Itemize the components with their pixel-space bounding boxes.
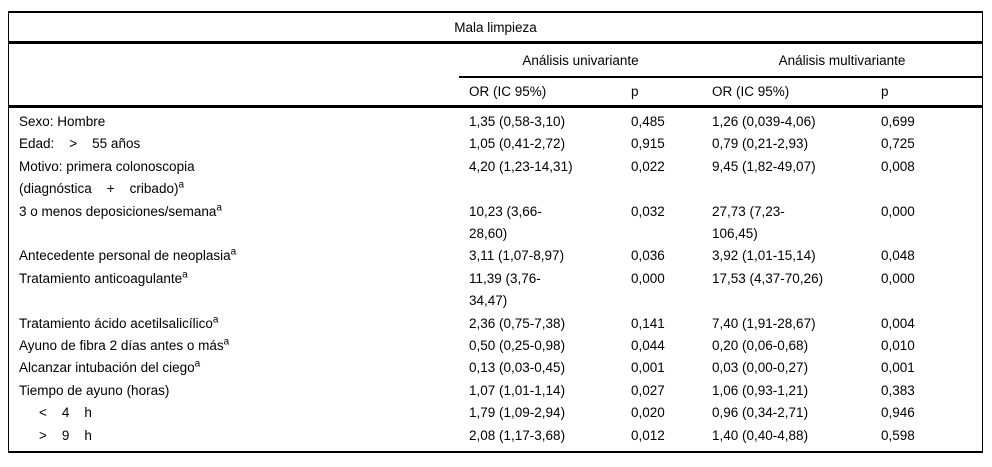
- p-multivariante-cell: 0,725: [881, 136, 915, 152]
- row-label: Tiempo de ayuno (horas): [19, 382, 170, 398]
- or-univariante-cell: 2,36 (0,75-7,38): [469, 315, 566, 331]
- or-multivariante-cell: 27,73 (7,23- 106,45): [712, 203, 785, 242]
- or-univariante-cell: 1,35 (0,58-3,10): [469, 114, 566, 129]
- p-multivariante-cell: 0,008: [881, 158, 915, 174]
- footnote-marker: a: [216, 202, 222, 214]
- or-univariante-cell: 2,08 (1,17-3,68): [469, 427, 566, 443]
- or-multivariante-cell: 0,03 (0,00-0,27): [712, 360, 809, 376]
- footnote-marker: a: [194, 358, 201, 370]
- or-multivariante-cell: 0,20 (0,06-0,68): [712, 338, 809, 354]
- table-row: 3 o menos deposiciones/semanaa 10,23 (3,…: [9, 201, 982, 246]
- table-row: Tratamiento ácido acetilsalicílicoa 2,36…: [9, 313, 982, 335]
- p-univariante-cell: 0,485: [631, 114, 665, 129]
- table-title: Mala limpieza: [454, 19, 537, 35]
- p-univariante-cell: 0,915: [631, 136, 665, 152]
- statistics-table: Mala limpieza Análisis univariante Análi…: [8, 11, 983, 454]
- or-multivariante-cell: 1,40 (0,40-4,88): [712, 427, 809, 443]
- row-label: Motivo: primera colonoscopia (diagnóstic…: [19, 158, 195, 197]
- or-multivariante-cell: 9,45 (1,82-49,07): [712, 158, 816, 174]
- group-header-row: Análisis univariante Análisis multivaria…: [9, 44, 982, 78]
- row-label: Ayuno de fibra 2 días antes o mása: [19, 336, 230, 354]
- p-univariante-cell: 0,000: [631, 270, 665, 286]
- or-univariante-cell: 3,11 (1,07-8,97): [469, 248, 565, 264]
- or-multivariante-cell: 17,53 (4,37-70,26): [712, 270, 824, 286]
- row-label: Tratamiento anticoagulantea: [19, 269, 188, 286]
- subheader-row: OR (IC 95%) p OR (IC 95%) p: [9, 78, 982, 108]
- col-header-or-multivariante: OR (IC 95%): [712, 84, 790, 99]
- footnote-marker: a: [230, 246, 237, 258]
- or-multivariante-cell: 3,92 (1,01-15,14): [712, 248, 816, 264]
- p-multivariante-cell: 0,598: [881, 427, 915, 443]
- p-univariante-cell: 0,027: [631, 382, 665, 398]
- col-header-p-univariante: p: [631, 84, 639, 99]
- row-label: Antecedente personal de neoplasiaa: [19, 246, 237, 264]
- row-label: > 9 h: [39, 427, 92, 443]
- table-row: Antecedente personal de neoplasiaa 3,11 …: [9, 245, 982, 267]
- p-multivariante-cell: 0,000: [881, 203, 915, 219]
- or-multivariante-cell: 0,96 (0,34-2,71): [712, 405, 809, 421]
- footnote-marker: a: [182, 269, 188, 281]
- p-multivariante-cell: 0,946: [881, 405, 915, 421]
- or-multivariante-cell: 1,26 (0,039-4,06): [712, 114, 816, 129]
- or-univariante-cell: 10,23 (3,66- 28,60): [469, 203, 542, 242]
- or-univariante-cell: 11,39 (3,76- 34,47): [469, 270, 541, 309]
- p-multivariante-cell: 0,010: [881, 338, 915, 354]
- or-univariante-cell: 0,13 (0,03-0,45): [469, 360, 566, 376]
- row-label: Sexo: Hombre: [19, 114, 106, 129]
- table-row: Ayuno de fibra 2 días antes o mása 0,50 …: [9, 335, 982, 357]
- row-label: < 4 h: [39, 405, 92, 421]
- p-univariante-cell: 0,036: [631, 248, 665, 264]
- col-header-p-multivariante: p: [881, 84, 889, 99]
- table-row: Motivo: primera colonoscopia (diagnóstic…: [9, 156, 982, 201]
- footnote-marker: a: [178, 179, 185, 191]
- or-univariante-cell: 1,79 (1,09-2,94): [469, 405, 566, 421]
- or-multivariante-cell: 7,40 (1,91-28,67): [712, 315, 816, 331]
- subheader-spacer: [9, 78, 459, 105]
- or-multivariante-cell: 0,79 (0,21-2,93): [712, 136, 809, 152]
- p-univariante-cell: 0,141: [631, 315, 665, 331]
- row-label: Edad: > 55 años: [19, 136, 141, 152]
- or-univariante-cell: 1,07 (1,01-1,14): [469, 382, 566, 398]
- table-row: > 9 h 2,08 (1,17-3,68) 0,012 1,40 (0,40-…: [9, 425, 982, 447]
- or-univariante-cell: 1,05 (0,41-2,72): [469, 136, 566, 152]
- p-multivariante-cell: 0,699: [881, 114, 915, 129]
- table-row: Sexo: Hombre 1,35 (0,58-3,10) 0,485 1,26…: [9, 111, 982, 133]
- p-multivariante-cell: 0,000: [881, 270, 915, 286]
- p-univariante-cell: 0,001: [631, 360, 665, 376]
- table-row: Edad: > 55 años 1,05 (0,41-2,72) 0,915 0…: [9, 133, 982, 155]
- table-row: < 4 h 1,79 (1,09-2,94) 0,020 0,96 (0,34-…: [9, 402, 982, 424]
- p-univariante-cell: 0,012: [631, 427, 665, 443]
- row-label: Alcanzar intubación del ciegoa: [19, 358, 201, 376]
- p-multivariante-cell: 0,383: [881, 382, 915, 398]
- table-row: Alcanzar intubación del ciegoa 0,13 (0,0…: [9, 357, 982, 379]
- p-multivariante-cell: 0,004: [881, 315, 915, 331]
- table-row: Tiempo de ayuno (horas) 1,07 (1,01-1,14)…: [9, 380, 982, 402]
- p-multivariante-cell: 0,001: [881, 360, 915, 376]
- table-body: Sexo: Hombre 1,35 (0,58-3,10) 0,485 1,26…: [9, 108, 982, 451]
- group-header-spacer: [9, 44, 459, 78]
- p-multivariante-cell: 0,048: [881, 248, 915, 264]
- p-univariante-cell: 0,020: [631, 405, 665, 421]
- or-univariante-cell: 0,50 (0,25-0,98): [469, 338, 566, 354]
- col-header-or-univariante: OR (IC 95%): [469, 84, 547, 99]
- table-row: Tratamiento anticoagulantea 11,39 (3,76-…: [9, 268, 982, 313]
- p-univariante-cell: 0,044: [631, 338, 665, 354]
- or-multivariante-cell: 1,06 (0,93-1,21): [712, 382, 809, 398]
- row-label: 3 o menos deposiciones/semanaa: [19, 202, 222, 219]
- or-univariante-cell: 4,20 (1,23-14,31): [469, 158, 573, 174]
- p-univariante-cell: 0,022: [631, 158, 665, 174]
- row-label: Tratamiento ácido acetilsalicílicoa: [19, 314, 219, 331]
- footnote-marker: a: [212, 314, 219, 326]
- table-title-row: Mala limpieza: [9, 13, 982, 44]
- footnote-marker: a: [223, 336, 230, 348]
- p-univariante-cell: 0,032: [631, 203, 665, 219]
- group-header-univariante: Análisis univariante: [459, 44, 702, 78]
- group-header-multivariante: Análisis multivariante: [702, 44, 982, 78]
